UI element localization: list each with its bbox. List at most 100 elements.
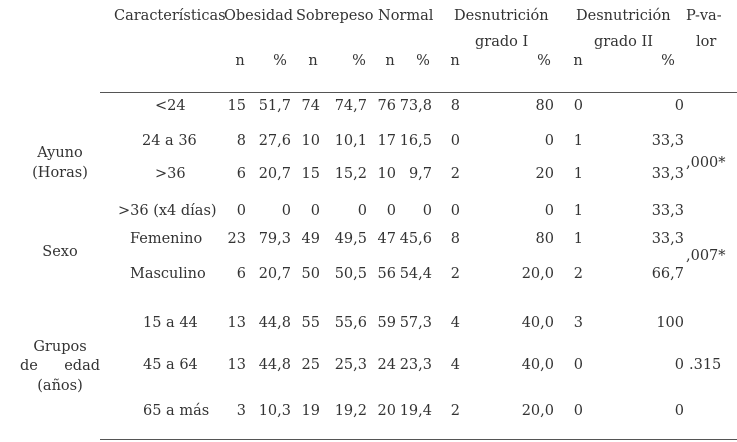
header-desn1-pct: % [537,53,551,69]
cell-sobrepeso-pct: 10,1 [334,133,367,149]
cell-sobrepeso-pct: 74,7 [334,98,367,114]
cell-obesidad-n: 23 [227,231,246,247]
cell-sobrepeso-n: 74 [301,98,320,114]
bottom-rule [100,439,737,440]
pvalue-sexo: ,007* [686,248,726,264]
cell-obesidad-pct: 10,3 [258,403,291,419]
header-desnutricion-1-line2: grado I [475,34,529,50]
cell-desn1-n: 4 [450,357,460,373]
cell-desn1-pct: 20 [535,166,554,182]
cell-sobrepeso-n: 0 [310,203,320,219]
cell-desn1-pct: 20,0 [521,266,554,282]
pvalue-edad: .315 [689,357,722,373]
cell-obesidad-pct: 79,3 [258,231,291,247]
cell-obesidad-pct: 51,7 [258,98,291,114]
cell-sobrepeso-pct: 0 [357,203,367,219]
cell-sobrepeso-pct: 49,5 [334,231,367,247]
cell-normal-pct: 9,7 [408,166,432,182]
cell-desn2-pct: 100 [656,315,684,331]
cell-desn2-pct: 33,3 [651,166,684,182]
cell-desn2-n: 0 [573,98,583,114]
cell-normal-n: 76 [377,98,396,114]
header-sobrepeso-n: n [308,53,318,69]
cell-sobrepeso-n: 19 [301,403,320,419]
cell-obesidad-n: 13 [227,315,246,331]
cell-obesidad-n: 8 [236,133,246,149]
cell-desn2-n: 1 [573,231,583,247]
cell-sobrepeso-n: 15 [301,166,320,182]
cell-obesidad-pct: 44,8 [258,357,291,373]
group-label-edad-line3: (años) [37,378,83,394]
cell-desn1-pct: 40,0 [521,357,554,373]
header-rule [100,92,737,93]
pvalue-ayuno: ,000* [686,155,726,171]
cell-desn2-pct: 66,7 [651,266,684,282]
cell-obesidad-n: 15 [227,98,246,114]
row-label: 15 a 44 [143,315,198,331]
cell-desn2-pct: 0 [674,403,684,419]
row-label: >36 (x4 días) [118,203,217,219]
cell-desn1-n: 8 [450,98,460,114]
header-normal: Normal [378,8,434,24]
cell-desn2-n: 1 [573,133,583,149]
group-label-edad-line1: Grupos [33,339,87,355]
cell-desn2-pct: 33,3 [651,133,684,149]
cell-normal-pct: 73,8 [399,98,432,114]
row-label: Femenino [130,231,203,247]
cell-desn1-n: 0 [450,203,460,219]
cell-obesidad-pct: 27,6 [258,133,291,149]
cell-obesidad-pct: 0 [281,203,291,219]
cell-desn1-pct: 80 [535,231,554,247]
cell-normal-pct: 57,3 [399,315,432,331]
cell-normal-pct: 16,5 [399,133,432,149]
cell-normal-n: 0 [386,203,396,219]
cell-obesidad-pct: 20,7 [258,166,291,182]
header-obesidad-pct: % [273,53,287,69]
cell-normal-n: 20 [377,403,396,419]
header-desnutricion-2-line2: grado II [594,34,653,50]
group-label-ayuno-line2: (Horas) [32,165,88,181]
row-label: 24 a 36 [142,133,197,149]
header-normal-n: n [385,53,395,69]
cell-normal-pct: 54,4 [399,266,432,282]
cell-obesidad-n: 13 [227,357,246,373]
row-label: 65 a más [143,403,210,419]
cell-desn1-n: 8 [450,231,460,247]
cell-obesidad-pct: 20,7 [258,266,291,282]
header-normal-pct: % [416,53,430,69]
cell-obesidad-pct: 44,8 [258,315,291,331]
cell-desn1-pct: 20,0 [521,403,554,419]
cell-sobrepeso-pct: 25,3 [334,357,367,373]
cell-desn2-pct: 0 [674,357,684,373]
cell-sobrepeso-n: 25 [301,357,320,373]
cell-sobrepeso-n: 49 [301,231,320,247]
cell-obesidad-n: 6 [236,166,246,182]
group-label-edad-line2b: edad [64,358,100,374]
header-desn2-n: n [573,53,583,69]
group-label-ayuno-line1: Ayuno [37,145,83,161]
cell-desn2-n: 3 [573,315,583,331]
row-label: Masculino [130,266,206,282]
cell-desn1-pct: 0 [544,133,554,149]
cell-desn2-n: 1 [573,166,583,182]
cell-sobrepeso-n: 50 [301,266,320,282]
cell-desn1-pct: 40,0 [521,315,554,331]
header-pvalor-line2: lor [696,34,717,50]
group-label-sexo: Sexo [42,244,78,260]
header-sobrepeso-pct: % [352,53,366,69]
header-pvalor-line1: P-va- [686,8,722,24]
header-desnutricion-2-line1: Desnutrición [576,8,671,24]
cell-desn2-pct: 0 [674,98,684,114]
cell-desn1-n: 2 [450,166,460,182]
cell-sobrepeso-pct: 19,2 [334,403,367,419]
cell-sobrepeso-pct: 55,6 [334,315,367,331]
cell-desn2-n: 0 [573,403,583,419]
cell-normal-n: 59 [377,315,396,331]
cell-normal-pct: 19,4 [399,403,432,419]
header-desn2-pct: % [661,53,675,69]
row-label: >36 [155,166,186,182]
cell-desn1-pct: 80 [535,98,554,114]
cell-normal-n: 17 [377,133,396,149]
group-label-edad-line2a: de [20,358,38,374]
cell-normal-n: 24 [377,357,396,373]
